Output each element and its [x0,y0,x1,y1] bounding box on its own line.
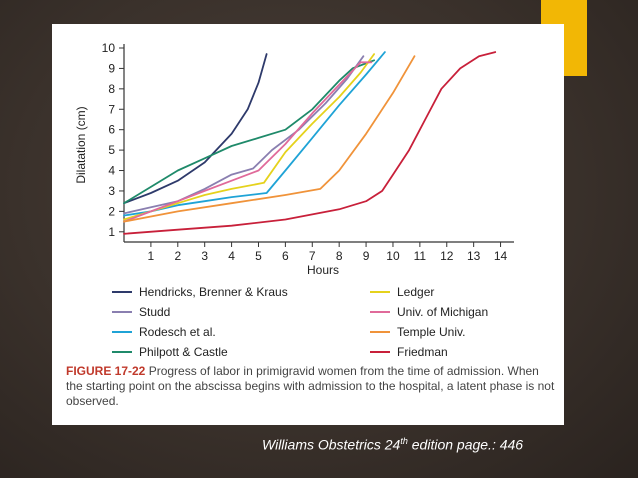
x-tick-label: 8 [336,249,343,263]
labor-progress-chart: 1 2 3 4 5 6 7 8 9 10 11 12 13 1412345678910HoursDilat… [74,41,514,359]
citation: Williams Obstetrics 24th edition page.: … [262,436,523,453]
legend-label: Philpott & Castle [139,345,228,359]
y-tick-label: 6 [108,123,115,137]
x-tick-label: 9 [363,249,370,263]
series-lines [123,51,497,235]
legend-label: Hendricks, Brenner & Kraus [139,285,288,299]
series-line-temple-univ [123,55,416,223]
citation-suffix: edition page.: 446 [407,436,524,453]
legend-label: Temple Univ. [397,325,465,339]
figure-label: FIGURE 17-22 [66,364,146,378]
citation-sup: th [400,436,408,446]
y-tick-label: 7 [108,102,115,116]
x-tick-label: 13 [467,249,481,263]
x-tick-label: 11 [414,249,427,263]
x-tick-label: 4 [228,249,235,263]
legend-label: Univ. of Michigan [397,305,488,319]
x-tick-label: 6 [282,249,289,263]
x-tick-label: 2 [174,249,181,263]
x-tick-label: 3 [201,249,208,263]
legend: Hendricks, Brenner & Kraus Studd Rodesch e… [112,285,488,359]
legend-label: Rodesch et al. [139,325,216,339]
x-tick-label: 7 [309,249,316,263]
figure-panel: 1 2 3 4 5 6 7 8 9 10 11 12 13 14 1 2 3 4 5 6 7 8 9 10 Hours Dilat… [52,24,564,425]
legend-label: Ledger [397,285,434,299]
x-tick-label: 10 [386,249,400,263]
x-tick-label: 14 [494,249,508,263]
y-tick-label: 8 [108,82,115,96]
legend-label: Studd [139,305,170,319]
y-tick-label: 4 [108,164,115,178]
figure-caption: FIGURE 17-22 Progress of labor in primig… [66,364,556,409]
y-tick-label: 3 [108,184,115,198]
series-line-studd [123,55,365,215]
y-tick-label: 10 [102,41,116,55]
x-axis-label: Hours [307,263,339,277]
figure-caption-text: Progress of labor in primigravid women f… [66,364,555,408]
axes: 1 2 3 4 5 6 7 8 9 10 11 12 13 1412345678910HoursDilat… [74,41,514,277]
series-line-hendricks-brenner-kraus [123,53,268,205]
citation-prefix: Williams Obstetrics 24 [262,436,401,453]
series-line-philpott-castle [123,59,376,205]
series-line-friedman [123,51,497,235]
series-line-rodesch-et-al [123,51,386,217]
y-tick-label: 5 [108,143,115,157]
y-tick-label: 9 [108,61,115,75]
legend-label: Friedman [397,345,448,359]
x-tick-label: 12 [440,249,454,263]
series-line-univ-of-michigan [123,61,373,223]
y-tick-label: 1 [108,225,115,239]
x-tick-label: 5 [255,249,262,263]
x-tick-label: 1 [148,249,155,263]
y-axis-label: Dilatation (cm) [74,106,88,183]
series-line-ledger [123,53,376,221]
y-tick-label: 2 [108,204,115,218]
